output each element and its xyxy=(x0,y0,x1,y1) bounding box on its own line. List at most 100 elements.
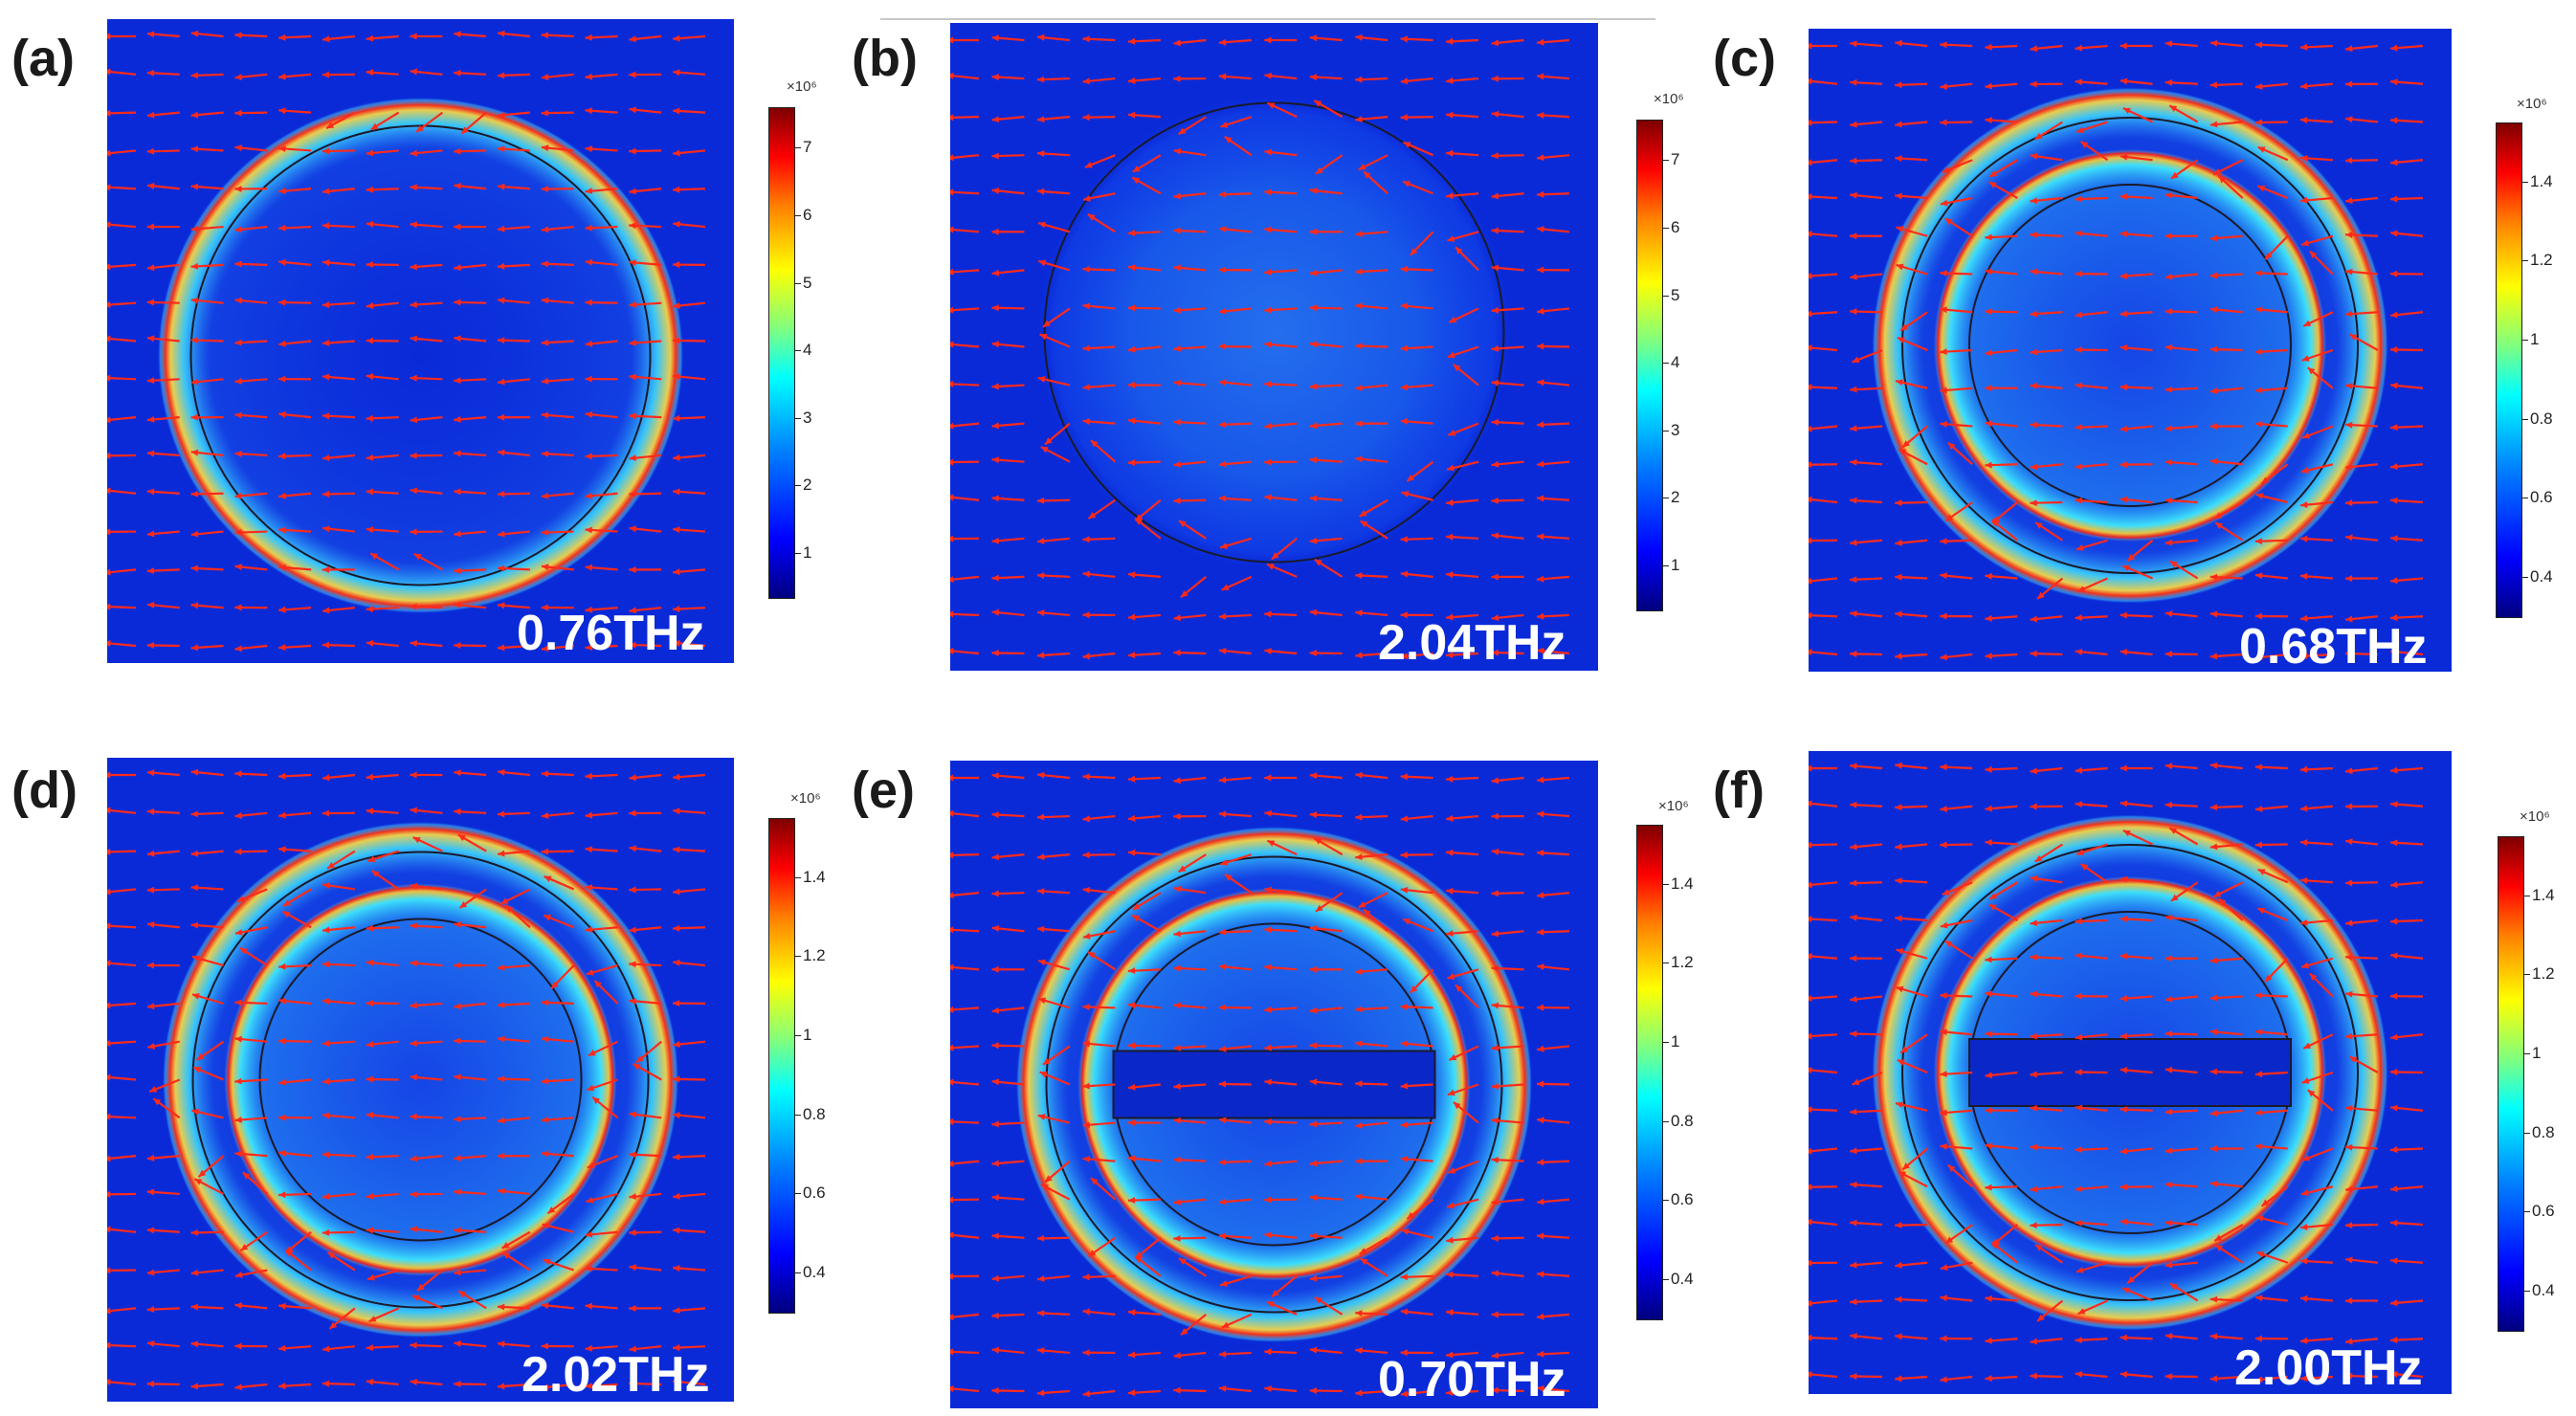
field-arrow xyxy=(1850,425,1883,432)
field-arrow xyxy=(1309,1078,1343,1086)
field-arrow xyxy=(2120,611,2153,619)
field-arrow xyxy=(1127,345,1161,353)
field-arrow xyxy=(497,72,530,79)
panel-label-a: (a) xyxy=(11,30,75,87)
field-arrow xyxy=(1446,1236,1479,1244)
field-arrow xyxy=(322,1192,355,1201)
field-arrow xyxy=(1988,181,2018,199)
field-arrow xyxy=(107,1113,137,1120)
field-arrow xyxy=(366,526,399,534)
field-arrow xyxy=(1218,226,1252,233)
field-arrow xyxy=(416,1269,444,1292)
field-arrow xyxy=(2120,875,2153,884)
field-arrow xyxy=(1537,810,1570,818)
field-arrow xyxy=(1036,888,1070,896)
field-arrow xyxy=(541,73,574,80)
field-arrow xyxy=(2165,995,2198,1003)
field-arrow xyxy=(2210,1295,2243,1303)
field-arrow xyxy=(2210,762,2243,770)
field-arrow xyxy=(2255,493,2289,504)
field-arrow xyxy=(1491,1002,1524,1009)
field-arrow xyxy=(629,1228,662,1236)
field-arrow xyxy=(1309,650,1343,657)
field-arrow xyxy=(1446,571,1479,579)
field-arrow xyxy=(1809,577,1838,585)
field-arrow xyxy=(1400,384,1433,391)
field-arrow xyxy=(497,1001,530,1008)
field-arrow xyxy=(2308,250,2334,276)
field-arrow xyxy=(1180,576,1208,599)
field-arrow xyxy=(2170,881,2199,902)
field-arrow xyxy=(2390,648,2424,656)
field-arrow xyxy=(2030,499,2063,507)
field-arrow xyxy=(1218,266,1252,274)
field-arrow xyxy=(1491,848,1524,856)
field-arrow xyxy=(2254,1071,2288,1078)
field-arrow xyxy=(991,34,1025,42)
field-arrow xyxy=(410,882,443,891)
field-arrow xyxy=(1264,36,1298,44)
field-arrow xyxy=(1264,188,1298,196)
field-arrow xyxy=(1082,1003,1116,1010)
field-arrow xyxy=(1940,805,1973,812)
field-arrow xyxy=(1537,1232,1570,1240)
field-arrow xyxy=(950,154,980,162)
field-arrow xyxy=(1940,420,1973,428)
field-arrow xyxy=(541,260,574,268)
field-arrow xyxy=(146,69,180,77)
field-arrow xyxy=(1537,379,1570,387)
field-arrow xyxy=(1491,613,1524,622)
field-arrow xyxy=(541,450,574,457)
field-arrow xyxy=(497,1383,531,1390)
field-arrow xyxy=(2120,496,2153,504)
field-arrow xyxy=(146,1227,180,1234)
field-arrow xyxy=(2120,344,2153,352)
field-arrow xyxy=(454,1188,487,1196)
field-arrow xyxy=(950,422,980,430)
field-arrow xyxy=(1309,74,1343,81)
field-arrow xyxy=(1491,1156,1524,1163)
field-arrow xyxy=(190,1269,224,1276)
field-arrow xyxy=(454,921,487,929)
field-arrow xyxy=(673,526,706,534)
field-arrow xyxy=(2299,154,2333,162)
field-arrow xyxy=(629,490,662,498)
field-arrow xyxy=(2212,159,2244,176)
field-arrow xyxy=(1036,1310,1070,1317)
field-arrow xyxy=(146,450,180,457)
field-arrow xyxy=(322,339,355,346)
field-arrow xyxy=(673,373,706,381)
field-arrow xyxy=(1180,1314,1208,1337)
field-arrow xyxy=(1355,302,1388,310)
field-arrow xyxy=(2076,843,2108,856)
field-arrow xyxy=(146,808,180,815)
field-arrow xyxy=(2390,78,2424,86)
field-arrow xyxy=(1895,1333,1928,1340)
colorbar-tick-f-1: 1.2 xyxy=(2532,964,2555,984)
field-arrow xyxy=(107,263,137,271)
field-arrow xyxy=(546,1193,575,1215)
field-arrow xyxy=(1985,268,2018,276)
field-arrow xyxy=(322,641,355,649)
field-arrow xyxy=(1309,269,1343,277)
field-arrow xyxy=(107,335,137,343)
field-arrow xyxy=(2075,346,2108,354)
field-arrow xyxy=(1082,930,1116,940)
field-arrow xyxy=(1491,152,1524,160)
field-arrow xyxy=(1491,75,1524,82)
field-arrow xyxy=(326,850,356,870)
field-arrow xyxy=(629,34,662,43)
field-map-c xyxy=(1809,29,2452,672)
field-arrow xyxy=(322,412,355,420)
field-arrow xyxy=(146,335,180,343)
field-arrow xyxy=(1264,1044,1298,1051)
field-arrow xyxy=(950,648,980,655)
field-arrow xyxy=(1309,341,1343,348)
field-arrow xyxy=(366,924,399,932)
field-arrow xyxy=(1042,1045,1071,1066)
field-arrow xyxy=(1809,384,1838,391)
field-arrow xyxy=(1314,1295,1344,1316)
field-arrow xyxy=(1218,73,1252,80)
field-arrow xyxy=(1991,1241,2018,1264)
field-arrow xyxy=(585,145,618,153)
